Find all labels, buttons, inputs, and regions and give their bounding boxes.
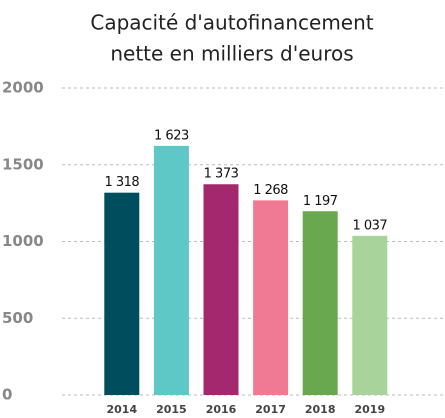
bar (203, 184, 239, 395)
bar (104, 192, 140, 395)
x-tick-label: 2015 (156, 403, 187, 416)
x-tick-label: 2019 (354, 403, 385, 416)
y-tick-label: 1000 (2, 232, 44, 250)
x-tick-label: 2018 (305, 403, 336, 416)
y-tick-label: 500 (2, 309, 33, 327)
value-label: 1 268 (253, 183, 288, 198)
value-label: 1 623 (154, 128, 189, 143)
value-label: 1 373 (204, 167, 239, 182)
bar (253, 200, 289, 395)
x-tick-label: 2017 (255, 403, 286, 416)
value-label: 1 037 (352, 218, 387, 233)
chart-title: nette en milliers d'euros (110, 42, 353, 66)
y-tick-label: 1500 (2, 155, 44, 173)
x-tick-label: 2014 (106, 403, 137, 416)
y-tick-label: 0 (2, 386, 12, 404)
chart-title: Capacité d'autofinancement (90, 11, 373, 35)
bar (302, 211, 338, 395)
value-label: 1 197 (303, 194, 338, 209)
bar (352, 235, 388, 395)
value-label: 1 318 (104, 175, 139, 190)
x-tick-label: 2016 (206, 403, 237, 416)
y-tick-label: 2000 (2, 79, 44, 97)
bar (153, 145, 189, 395)
